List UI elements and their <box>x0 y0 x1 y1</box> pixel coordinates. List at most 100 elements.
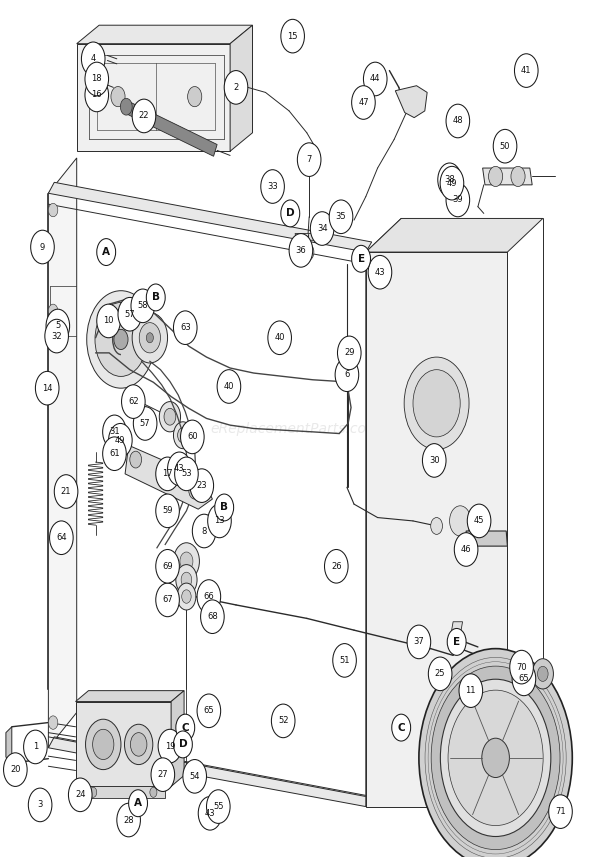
Circle shape <box>87 291 155 388</box>
Circle shape <box>48 304 58 318</box>
Text: 43: 43 <box>375 267 385 277</box>
Polygon shape <box>124 101 217 156</box>
Text: 49: 49 <box>447 178 457 188</box>
Text: 71: 71 <box>555 807 566 816</box>
Text: 61: 61 <box>109 449 120 458</box>
Circle shape <box>178 428 188 443</box>
Text: 62: 62 <box>128 397 139 406</box>
Circle shape <box>182 423 196 444</box>
Polygon shape <box>466 531 507 546</box>
Polygon shape <box>76 691 184 702</box>
Text: 14: 14 <box>42 384 53 393</box>
Circle shape <box>146 284 165 311</box>
Circle shape <box>117 803 140 836</box>
Text: 43: 43 <box>205 809 215 818</box>
Circle shape <box>181 572 192 587</box>
Text: 45: 45 <box>474 517 484 525</box>
Text: 52: 52 <box>278 716 289 725</box>
Circle shape <box>41 238 53 255</box>
Text: 54: 54 <box>189 772 200 781</box>
Text: 30: 30 <box>429 456 440 465</box>
Text: 22: 22 <box>139 111 149 121</box>
Circle shape <box>514 54 538 87</box>
Text: 47: 47 <box>358 98 369 107</box>
Text: A: A <box>134 798 142 808</box>
Polygon shape <box>48 158 77 748</box>
Circle shape <box>448 690 543 825</box>
Circle shape <box>129 790 148 817</box>
Circle shape <box>86 719 121 770</box>
Circle shape <box>109 423 132 457</box>
Text: 38: 38 <box>444 176 455 184</box>
Text: 51: 51 <box>339 656 350 665</box>
Circle shape <box>150 788 157 797</box>
Text: 70: 70 <box>516 662 527 672</box>
Text: 60: 60 <box>187 433 198 441</box>
Polygon shape <box>77 44 230 151</box>
Circle shape <box>173 311 197 345</box>
Circle shape <box>520 56 530 69</box>
Text: eReplacementParts.com: eReplacementParts.com <box>210 422 380 435</box>
Polygon shape <box>483 168 532 185</box>
Circle shape <box>224 70 248 105</box>
Text: 39: 39 <box>453 195 463 205</box>
Text: 37: 37 <box>414 638 424 646</box>
Circle shape <box>363 63 387 96</box>
Circle shape <box>482 738 509 777</box>
Circle shape <box>118 297 142 331</box>
Circle shape <box>130 733 147 756</box>
Circle shape <box>271 704 295 738</box>
Text: B: B <box>220 502 228 512</box>
Circle shape <box>85 63 109 96</box>
Text: 16: 16 <box>91 91 102 99</box>
Text: 4: 4 <box>91 54 96 63</box>
Circle shape <box>532 659 553 689</box>
Circle shape <box>132 99 156 133</box>
Circle shape <box>283 25 302 52</box>
Circle shape <box>139 322 160 353</box>
Polygon shape <box>366 219 401 806</box>
Text: 43: 43 <box>174 464 185 473</box>
Circle shape <box>95 303 147 376</box>
Text: 13: 13 <box>214 517 225 525</box>
Circle shape <box>173 422 192 449</box>
Polygon shape <box>366 252 507 806</box>
Circle shape <box>352 245 371 273</box>
Text: 53: 53 <box>181 470 192 478</box>
Text: 5: 5 <box>55 321 60 331</box>
Text: E: E <box>358 254 365 264</box>
Text: 33: 33 <box>267 182 278 191</box>
Circle shape <box>261 170 284 203</box>
Circle shape <box>337 336 361 369</box>
Circle shape <box>46 309 70 343</box>
Text: 41: 41 <box>521 66 532 75</box>
Circle shape <box>197 579 221 614</box>
Text: 2: 2 <box>234 83 238 92</box>
Circle shape <box>54 475 78 508</box>
Circle shape <box>31 231 54 264</box>
Text: A: A <box>102 247 110 257</box>
Circle shape <box>268 321 291 355</box>
Text: 20: 20 <box>10 765 21 774</box>
Polygon shape <box>125 446 212 509</box>
Circle shape <box>450 506 471 536</box>
Circle shape <box>81 42 105 75</box>
Text: 48: 48 <box>453 117 463 125</box>
Circle shape <box>302 243 314 261</box>
Polygon shape <box>171 691 184 787</box>
Circle shape <box>215 494 234 521</box>
Circle shape <box>413 369 460 437</box>
Circle shape <box>188 87 202 107</box>
Text: 44: 44 <box>370 75 381 83</box>
Text: 69: 69 <box>162 562 173 571</box>
Text: 66: 66 <box>204 592 214 601</box>
Circle shape <box>35 371 59 405</box>
Circle shape <box>192 514 216 548</box>
Text: 59: 59 <box>162 506 173 515</box>
Circle shape <box>329 200 353 234</box>
Circle shape <box>181 420 204 453</box>
Circle shape <box>440 680 551 836</box>
Circle shape <box>189 482 201 499</box>
Circle shape <box>190 469 214 502</box>
Text: D: D <box>179 740 187 749</box>
